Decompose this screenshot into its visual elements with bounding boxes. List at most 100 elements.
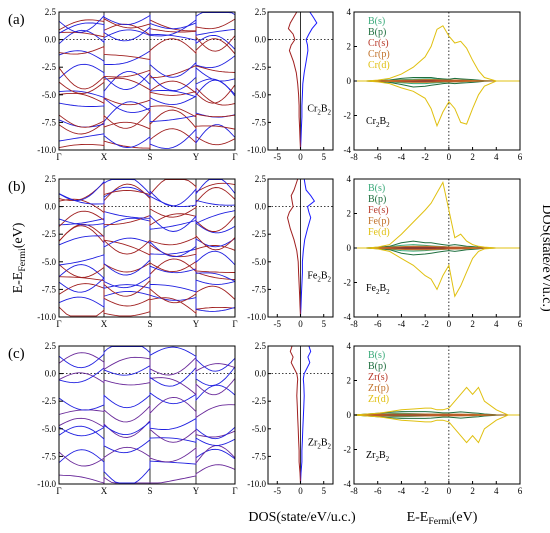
pdos-line — [353, 413, 520, 416]
kpoint-label: Y — [193, 319, 200, 329]
pdos-c: 420-2-4-8 -6 -4 -2 0 2 4 6B(s)B(p)Zr(s)Zr(p)Zr(… — [344, 341, 523, 496]
ytick-label: 0.0 — [45, 369, 57, 379]
ytick-label: -7.5 — [252, 284, 267, 294]
material-label: Fe2B2 — [307, 270, 331, 283]
xtick-label: -2 — [421, 152, 429, 162]
xtick-label: 4 — [494, 152, 499, 162]
band-frame — [58, 11, 236, 151]
ytick-label: -7.5 — [252, 117, 267, 127]
total-dos-spin-up — [300, 178, 316, 318]
pdos-line — [354, 247, 520, 298]
band-line — [58, 225, 236, 258]
xtick-label: -5 — [274, 319, 282, 329]
legend-entry: Cr(p) — [368, 49, 390, 60]
ytick-label: 0 — [347, 410, 352, 420]
ytick-label: 2.5 — [255, 7, 267, 17]
material-label: Cr2B2 — [307, 103, 331, 116]
xtick-label: -8 — [350, 152, 358, 162]
kpoint-label: Y — [193, 486, 200, 496]
xtick-label: -5 — [274, 152, 282, 162]
total-dos-spin-up — [300, 345, 312, 485]
xtick-label: -2 — [421, 319, 429, 329]
ytick-label: -2 — [344, 111, 352, 121]
pdos-line — [353, 414, 520, 417]
legend-entry: Cr(s) — [368, 38, 389, 49]
legend-entry: B(p) — [368, 361, 386, 372]
ytick-label: 0.0 — [255, 35, 267, 45]
band-line — [58, 417, 236, 440]
ytick-label: -2.5 — [252, 229, 267, 239]
ytick-label: -10.0 — [37, 145, 56, 155]
ytick-label: -7.5 — [252, 451, 267, 461]
ytick-label: 2.5 — [45, 174, 57, 184]
band-line — [58, 283, 236, 307]
kpoint-label: Γ — [56, 319, 61, 329]
legend-entry: Zr(d) — [368, 394, 389, 405]
pdos-line — [354, 80, 520, 83]
kpoint-label: X — [101, 486, 108, 496]
band-line — [58, 86, 236, 106]
total-dos-spin-down — [287, 11, 301, 151]
ytick-label: 2.5 — [255, 341, 267, 351]
ytick-label: -10.0 — [37, 312, 56, 322]
band-line — [58, 223, 236, 255]
legend-entry: Cr(d) — [368, 60, 390, 71]
xtick-label: 0 — [298, 152, 303, 162]
band-line — [58, 128, 236, 149]
ytick-label: 0.0 — [45, 35, 57, 45]
kpoint-label: Γ — [232, 152, 237, 162]
band-line — [58, 297, 236, 317]
band-line — [58, 235, 236, 258]
pdos-line — [353, 386, 520, 416]
pdos-line — [354, 181, 520, 249]
legend-entry: Zr(p) — [368, 383, 389, 394]
xtick-label: 0 — [298, 486, 303, 496]
total-dos-spin-down — [286, 178, 301, 318]
ytick-label: -4 — [344, 479, 352, 489]
pdos-line — [354, 25, 520, 82]
material-label: Zr2B2 — [366, 450, 390, 463]
ytick-label: 0 — [347, 243, 352, 253]
band-line — [58, 425, 236, 454]
ytick-label: -7.5 — [42, 284, 57, 294]
kpoint-label: X — [101, 152, 108, 162]
band-line — [58, 210, 236, 232]
kpoint-label: Γ — [232, 319, 237, 329]
band-line — [58, 124, 236, 149]
band-structure-a: 2.50.0-2.5-5.0-7.5-10.0Γ X S Y Γ — [37, 7, 237, 162]
xtick-label: -4 — [398, 319, 406, 329]
material-label: Fe2B2 — [366, 283, 390, 296]
legend-entry: Fe(s) — [368, 205, 389, 216]
xtick-label: 2 — [470, 486, 475, 496]
ytick-label: 2 — [347, 376, 352, 386]
band-line — [58, 77, 236, 104]
ytick-label: -10.0 — [247, 145, 266, 155]
band-line — [58, 445, 236, 467]
band-line — [58, 210, 236, 232]
ytick-label: -5.0 — [42, 90, 57, 100]
ytick-label: -5.0 — [42, 424, 57, 434]
band-line — [58, 71, 236, 99]
kpoint-label: S — [147, 486, 152, 496]
ytick-label: -5.0 — [252, 424, 267, 434]
band-line — [58, 384, 236, 411]
kpoint-label: Γ — [232, 486, 237, 496]
total-dos-spin-down — [289, 345, 301, 485]
pdos-line — [353, 411, 520, 416]
kpoint-label: Y — [193, 152, 200, 162]
ytick-label: 2.5 — [45, 7, 57, 17]
ytick-label: -5.0 — [252, 90, 267, 100]
ytick-label: 2.5 — [45, 341, 57, 351]
xtick-label: 2 — [470, 319, 475, 329]
ytick-label: -2.5 — [252, 396, 267, 406]
material-label: Zr2B2 — [308, 437, 332, 450]
xtick-label: 4 — [494, 319, 499, 329]
band-line — [58, 260, 235, 278]
band-line — [58, 364, 236, 387]
legend-entry: B(s) — [368, 16, 385, 27]
panel-letter-c: (c) — [8, 346, 25, 362]
xtick-label: -4 — [398, 152, 406, 162]
ytick-label: -7.5 — [42, 117, 57, 127]
xtick-label: 0 — [447, 319, 452, 329]
left-ylabel: E-EFermi(eV) — [11, 222, 28, 293]
